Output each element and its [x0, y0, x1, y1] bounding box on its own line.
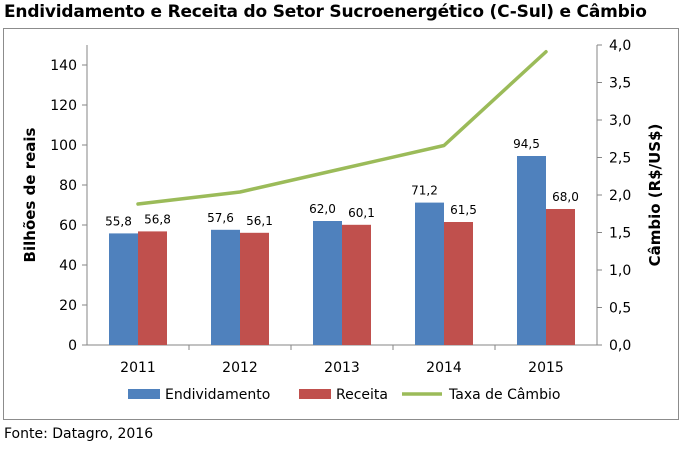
data-label: 56,8 [144, 212, 171, 226]
y-right-tick-label: 1,0 [609, 263, 631, 279]
y-tick-label: 0 [68, 338, 77, 354]
x-tick-label: 2015 [528, 360, 564, 376]
y-axis-title: Bilhões de reais [21, 127, 39, 262]
y-tick-label: 80 [59, 178, 77, 194]
bar-endividamento [415, 202, 444, 345]
y-right-tick-label: 3,0 [609, 113, 631, 129]
data-label: 62,0 [309, 202, 336, 216]
legend-label: Receita [336, 387, 388, 403]
y-tick-label: 140 [50, 58, 77, 74]
chart-title: Endividamento e Receita do Setor Sucroen… [4, 2, 647, 22]
bar-endividamento [211, 229, 240, 345]
y-right-tick-label: 0,5 [609, 301, 631, 317]
y-right-tick-label: 1,5 [609, 226, 631, 242]
data-label: 94,5 [513, 137, 540, 151]
chart-legend: Endividamento Receita Taxa de Câmbio [128, 387, 560, 403]
x-tick-label: 2011 [120, 360, 156, 376]
legend-item-endividamento: Endividamento [128, 387, 270, 403]
data-label: 57,6 [207, 211, 234, 225]
bar-endividamento [109, 233, 138, 345]
legend-swatch [128, 389, 160, 399]
bar-receita [444, 222, 473, 345]
x-tick-label: 2014 [426, 360, 462, 376]
y-right-tick-label: 2,5 [609, 151, 631, 167]
y-tick-label: 40 [59, 258, 77, 274]
legend-swatch [299, 389, 331, 399]
source-note: Fonte: Datagro, 2016 [4, 426, 154, 442]
y-tick-label: 120 [50, 98, 77, 114]
y-right-axis-title: Câmbio (R$/US$) [646, 124, 664, 267]
x-tick-label: 2012 [222, 360, 258, 376]
x-tick-label: 2013 [324, 360, 360, 376]
legend-label: Endividamento [165, 387, 270, 403]
bar-endividamento [313, 221, 342, 345]
legend-label: Taxa de Câmbio [448, 387, 560, 403]
chart-bars [109, 156, 575, 345]
bar-receita [546, 209, 575, 345]
chart-frame [3, 28, 679, 420]
exchange-rate-line [136, 50, 548, 206]
y-right-tick-label: 0,0 [609, 338, 631, 354]
data-label: 71,2 [411, 184, 438, 198]
chart-data-labels: 55,8 57,6 62,0 71,2 94,5 56,8 56,1 60,1 61,5 68,0 [105, 137, 579, 228]
y-right-tick-label: 3,5 [609, 76, 631, 92]
bar-receita [342, 224, 371, 345]
y-tick-label: 20 [59, 298, 77, 314]
data-label: 60,1 [348, 206, 375, 220]
y-tick-label: 60 [59, 218, 77, 234]
y-right-tick-label: 4,0 [609, 38, 631, 54]
exchange-rate-polyline [136, 50, 548, 206]
data-label: 61,5 [450, 203, 477, 217]
data-label: 68,0 [552, 190, 579, 204]
legend-item-taxa-de-cambio: Taxa de Câmbio [402, 387, 560, 403]
y-right-tick-label: 2,0 [609, 188, 631, 204]
data-label: 56,1 [246, 214, 273, 228]
data-label: 55,8 [105, 214, 132, 228]
bar-receita [240, 232, 269, 345]
y-tick-label: 100 [50, 138, 77, 154]
bar-receita [138, 231, 167, 345]
bar-endividamento [517, 156, 546, 345]
chart-axes: 0 20 40 60 80 100 120 140 0,0 0,5 1,0 1,5 2,0 2,5 3,0 3… [21, 38, 664, 376]
legend-item-receita: Receita [299, 387, 388, 403]
